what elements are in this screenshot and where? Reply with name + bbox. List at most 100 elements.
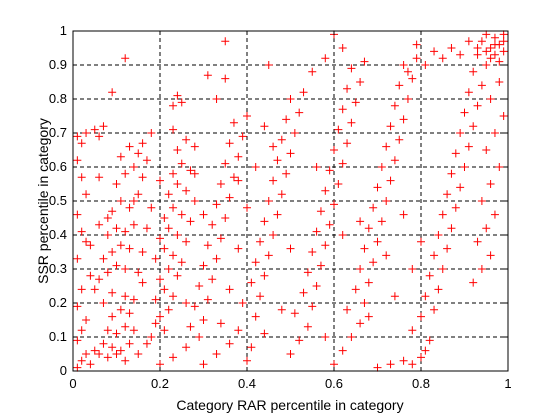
data-point	[386, 360, 395, 369]
data-point	[156, 360, 164, 369]
data-point	[325, 166, 334, 175]
data-point	[112, 329, 121, 338]
data-point	[399, 61, 408, 69]
data-point	[430, 251, 439, 260]
data-point	[160, 244, 169, 253]
data-point	[190, 169, 199, 178]
data-point	[356, 78, 365, 86]
x-tick-label: 0.8	[412, 376, 430, 391]
data-point	[338, 346, 347, 355]
data-point	[138, 248, 147, 256]
data-point	[473, 50, 482, 59]
data-point	[403, 67, 412, 76]
data-point	[438, 210, 447, 219]
data-point	[129, 220, 138, 229]
data-point	[116, 346, 125, 355]
data-point	[95, 173, 104, 182]
data-point	[490, 210, 499, 219]
data-point	[364, 278, 373, 287]
data-point	[251, 258, 260, 267]
data-point	[151, 254, 160, 263]
data-point	[112, 261, 121, 270]
y-tick-label: 0.6	[49, 159, 67, 174]
data-point	[125, 142, 134, 151]
data-point	[486, 54, 495, 63]
data-point	[490, 40, 499, 49]
data-point	[330, 200, 338, 209]
data-points	[73, 30, 508, 372]
data-point	[490, 33, 499, 42]
data-point	[412, 54, 421, 63]
data-point	[177, 98, 186, 107]
data-point	[225, 193, 234, 202]
data-point	[199, 316, 208, 324]
data-point	[173, 180, 182, 188]
y-tick-labels: 0 0.1 0.2 0.3 0.4 0.5 0.6 0.7 0.8 0.9 1	[49, 23, 67, 378]
data-point	[216, 180, 225, 188]
data-point	[234, 244, 243, 253]
data-point	[82, 237, 91, 246]
data-point	[499, 112, 508, 120]
data-point	[364, 312, 373, 321]
data-point	[129, 197, 138, 205]
data-point	[147, 129, 156, 137]
data-point	[312, 163, 321, 171]
data-point	[212, 200, 221, 209]
data-point	[164, 265, 173, 273]
data-point	[338, 44, 347, 52]
x-tick-labels: 0 0.2 0.4 0.6 0.8 1	[69, 376, 511, 391]
data-point	[469, 278, 478, 287]
data-point	[142, 156, 151, 165]
data-point	[151, 295, 160, 304]
data-point	[208, 275, 217, 284]
data-point	[103, 353, 112, 362]
data-point	[456, 183, 465, 192]
data-point	[95, 350, 104, 358]
data-point	[386, 122, 395, 131]
data-point	[373, 363, 382, 372]
data-point	[138, 173, 147, 182]
data-point	[121, 356, 130, 365]
data-point	[438, 265, 447, 273]
data-point	[169, 251, 178, 260]
data-point	[251, 163, 260, 171]
x-tick-label: 1	[504, 376, 511, 391]
data-point	[195, 333, 204, 341]
data-point	[186, 166, 195, 175]
data-point	[277, 190, 286, 199]
data-point	[447, 169, 456, 178]
x-tick-label: 0	[69, 376, 76, 391]
data-point	[103, 214, 112, 222]
data-point	[182, 343, 191, 352]
data-point	[303, 268, 312, 277]
data-point	[134, 190, 143, 199]
data-point	[260, 122, 269, 131]
data-point	[469, 122, 478, 131]
data-point	[103, 231, 112, 239]
data-point	[243, 112, 251, 120]
data-point	[99, 122, 108, 131]
data-point	[199, 210, 208, 219]
data-point	[347, 64, 356, 73]
data-point	[421, 61, 430, 69]
data-point	[108, 207, 117, 216]
data-point	[77, 326, 86, 335]
data-point	[264, 61, 273, 69]
data-point	[77, 139, 86, 148]
data-point	[338, 105, 347, 114]
data-point	[299, 288, 308, 297]
data-point	[264, 251, 273, 260]
data-point	[212, 95, 221, 103]
data-point	[156, 275, 164, 284]
data-point	[425, 336, 434, 345]
data-point	[460, 163, 469, 171]
data-point	[312, 282, 321, 290]
data-point	[299, 88, 308, 97]
data-point	[321, 241, 330, 250]
data-point	[108, 88, 117, 97]
data-point	[160, 326, 169, 335]
data-point	[142, 224, 151, 233]
data-point	[73, 132, 82, 141]
data-point	[264, 197, 273, 205]
